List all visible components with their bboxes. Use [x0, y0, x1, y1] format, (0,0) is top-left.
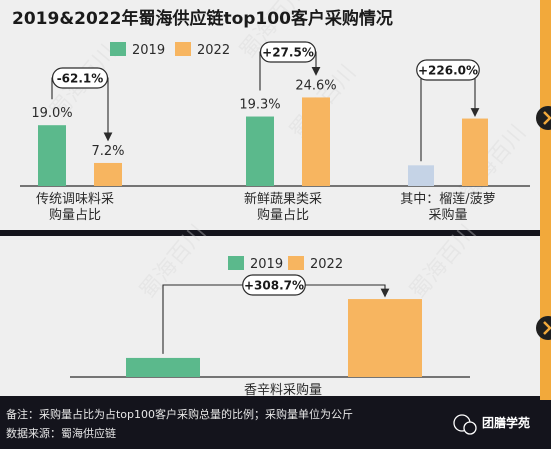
change-label: -62.1%: [57, 72, 104, 86]
legend-swatch-2022: [175, 42, 191, 56]
category-label: 采购量: [428, 207, 467, 223]
change-badge: [242, 274, 306, 296]
footer-note: 备注：采购量占比为占top100客户采购总量的比例；采购量单位为公斤: [6, 407, 353, 421]
change-label: +27.5%: [262, 46, 314, 60]
value-label-2022: 7.2%: [91, 144, 124, 159]
value-label-2022: 24.6%: [295, 78, 336, 93]
right-accent-strip: [540, 0, 551, 400]
change-badge: [259, 41, 317, 63]
value-label-2019: 19.0%: [31, 106, 72, 121]
footer-source: 数据来源：蜀海供应链: [6, 426, 116, 440]
brand-name: 团膳学苑: [482, 415, 530, 430]
bar-2022: [462, 118, 488, 186]
category-label: 购量占比: [257, 207, 309, 223]
legend-top: 2019 2022: [110, 42, 230, 58]
category-label: 传统调味料采: [36, 192, 114, 207]
category-label: 购量占比: [49, 207, 101, 223]
chevron-right-icon: [536, 316, 551, 340]
legend-swatch-2022: [288, 256, 304, 270]
category-label: 香辛料采购量: [244, 382, 322, 398]
legend-label-2022: 2022: [310, 257, 343, 272]
change-badge: [416, 59, 480, 81]
top-panel: [0, 0, 540, 230]
wechat-icon: [453, 414, 477, 435]
bar-2019: [38, 125, 66, 186]
bottom-panel: [0, 236, 540, 396]
bar-2019: [246, 116, 274, 186]
legend-bottom: 2019 2022: [228, 256, 343, 272]
bar-2019: [408, 165, 434, 186]
legend-swatch-2019: [228, 256, 244, 270]
bar-2019: [126, 357, 200, 377]
bar-2022: [94, 162, 122, 186]
legend-label-2022: 2022: [197, 43, 230, 58]
legend-swatch-2019: [110, 42, 126, 56]
value-label-2019: 19.3%: [239, 98, 280, 113]
category-label: 新鲜蔬果类采: [244, 191, 322, 207]
category-label: 其中：榴莲/菠萝: [400, 192, 495, 207]
change-badge: [51, 67, 109, 89]
change-label: +226.0%: [418, 64, 478, 78]
legend-label-2019: 2019: [132, 43, 165, 58]
change-label: +308.7%: [244, 279, 304, 293]
chevron-right-icon: [536, 106, 551, 130]
charts-layer: 19.0%7.2%-62.1%传统调味料采购量占比19.3%24.6%+27.5…: [31, 41, 496, 398]
legend-label-2019: 2019: [250, 257, 283, 272]
bar-2022: [348, 299, 422, 377]
chart-title: 2019&2022年蜀海供应链top100客户采购情况: [12, 8, 393, 29]
chart-group: +308.7% 香辛料采购量: [126, 274, 422, 398]
bar-2022: [302, 97, 330, 186]
